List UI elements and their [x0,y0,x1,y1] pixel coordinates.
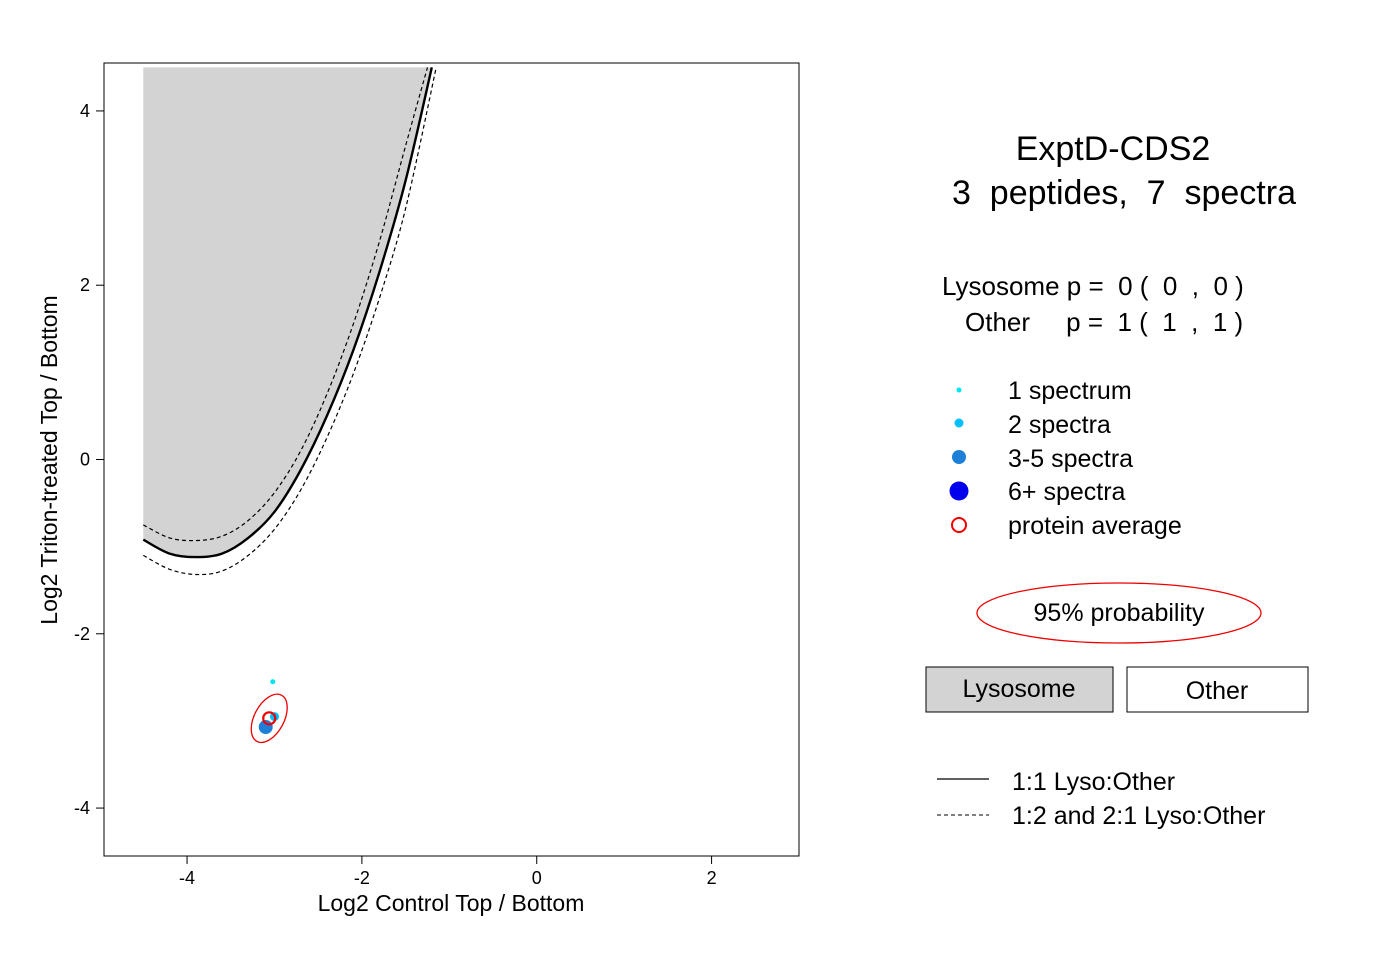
x-tick-label: -4 [179,868,195,888]
ratio-2-1-line [143,67,437,576]
legend-label: 2 spectra [1008,411,1111,439]
legend-other-label: Other [1186,677,1249,705]
y-axis-label: Log2 Triton-treated Top / Bottom [36,295,62,624]
y-tick-label: 2 [80,275,90,295]
ratio-1-2-line [143,67,429,542]
legend-marker-protein-average [951,517,967,533]
x-tick-label: 2 [707,868,717,888]
y-tick-label: -4 [74,798,90,818]
lysosome-p-value: Lysosome p = 0 ( 0 , 0 ) [942,271,1244,301]
x-axis-label: Log2 Control Top / Bottom [318,890,585,916]
legend-marker-2-spectra [954,418,964,428]
y-tick-label: 4 [80,101,90,121]
lysosome-region [143,67,432,558]
legend-label: 1 spectrum [1008,377,1132,405]
ratio-1-1-line [142,67,433,559]
legend-other-box [1126,666,1309,713]
legend-marker-6-plus-spectra [949,481,969,501]
data-points [258,679,279,735]
protein-average-marker [262,711,277,726]
legend-dashed-label: 1:2 and 2:1 Lyso:Other [1012,802,1265,830]
data-point [270,679,276,685]
legend-marker-1-spectrum [956,387,962,393]
legend-label: 3-5 spectra [1008,445,1133,473]
legend-label: protein average [1008,512,1182,540]
chart-subtitle: 3 peptides, 7 spectra [952,174,1296,212]
legend-ellipse-swatch [976,582,1262,644]
legend-label: 6+ spectra [1008,478,1126,506]
plot-area [142,67,437,744]
y-axis: -4 -2 0 2 4 [74,101,104,818]
legend: 1 spectrum 2 spectra 3-5 spectra 6+ spec… [949,377,1182,540]
legend-solid-label: 1:1 Lyso:Other [1012,768,1175,796]
y-tick-label: -2 [74,624,90,644]
x-tick-label: 0 [532,868,542,888]
other-p-value: Other p = 1 ( 1 , 1 ) [965,307,1243,337]
chart-title: ExptD-CDS2 [1016,130,1211,168]
legend-ellipse-label: 95% probability [1034,599,1205,627]
legend-lysosome-box [925,666,1114,713]
legend-lysosome-label: Lysosome [962,675,1075,703]
confidence-ellipse [250,693,288,744]
x-tick-label: -2 [354,868,370,888]
legend-marker-3-5-spectra [952,450,966,464]
x-axis: -4 -2 0 2 [179,856,717,888]
y-tick-label: 0 [80,450,90,470]
